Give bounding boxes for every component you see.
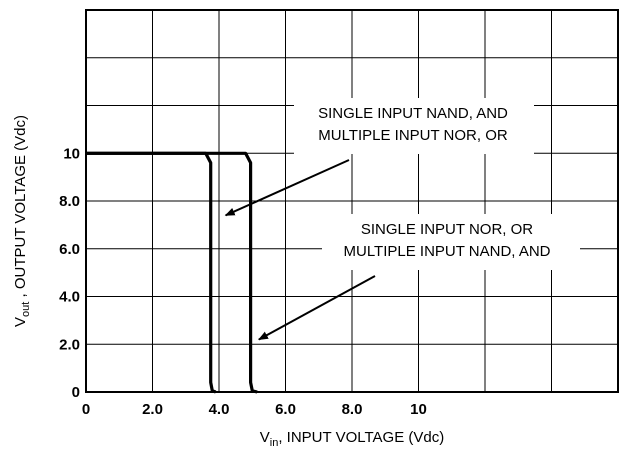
y-tick-label: 0 <box>72 384 80 401</box>
x-tick-label: 10 <box>410 401 427 418</box>
x-axis-label-sub: in <box>270 437 279 449</box>
y-axis-label-rest: , OUTPUT VOLTAGE (Vdc) <box>12 115 29 302</box>
annotation-text: SINGLE INPUT NAND, AND <box>318 105 508 122</box>
plot-frame <box>85 9 619 393</box>
y-tick-label: 6.0 <box>59 241 80 258</box>
x-tick-label: 4.0 <box>209 401 230 418</box>
annotation-text: MULTIPLE INPUT NOR, OR <box>318 127 508 144</box>
series-group <box>86 151 258 394</box>
annotation-text: SINGLE INPUT NOR, OR <box>361 221 533 238</box>
y-axis-label: Vout , OUTPUT VOLTAGE (Vdc) <box>12 115 32 327</box>
annotations: SINGLE INPUT NAND, AND MULTIPLE INPUT NOR… <box>224 98 580 341</box>
y-tick-label: 2.0 <box>59 336 80 353</box>
y-tick-label: 4.0 <box>59 289 80 306</box>
annotation-background <box>322 214 580 270</box>
y-tick-label: 10 <box>63 145 80 162</box>
grid <box>86 10 618 392</box>
x-axis-label-rest: , INPUT VOLTAGE (Vdc) <box>278 429 444 446</box>
x-tick-label: 8.0 <box>342 401 363 418</box>
y-axis-label-sub: out <box>20 302 32 317</box>
x-tick-label: 2.0 <box>142 401 163 418</box>
y-tick-labels: 0 2.0 4.0 6.0 8.0 10 <box>59 145 80 401</box>
annotation-text: MULTIPLE INPUT NAND, AND <box>344 243 551 260</box>
y-axis-label-main: V <box>12 317 29 327</box>
annotation-arrow <box>224 159 350 217</box>
series-line-2 <box>86 151 258 394</box>
y-tick-label: 8.0 <box>59 193 80 210</box>
x-tick-labels: 0 2.0 4.0 6.0 8.0 10 <box>82 401 427 418</box>
series-line-1 <box>86 151 217 394</box>
x-axis-label: Vin, INPUT VOLTAGE (Vdc) <box>260 429 444 449</box>
annotation-arrow <box>258 275 376 341</box>
x-tick-label: 6.0 <box>275 401 296 418</box>
x-axis-label-main: V <box>260 429 270 446</box>
annotation-background <box>294 98 534 154</box>
x-tick-label: 0 <box>82 401 90 418</box>
